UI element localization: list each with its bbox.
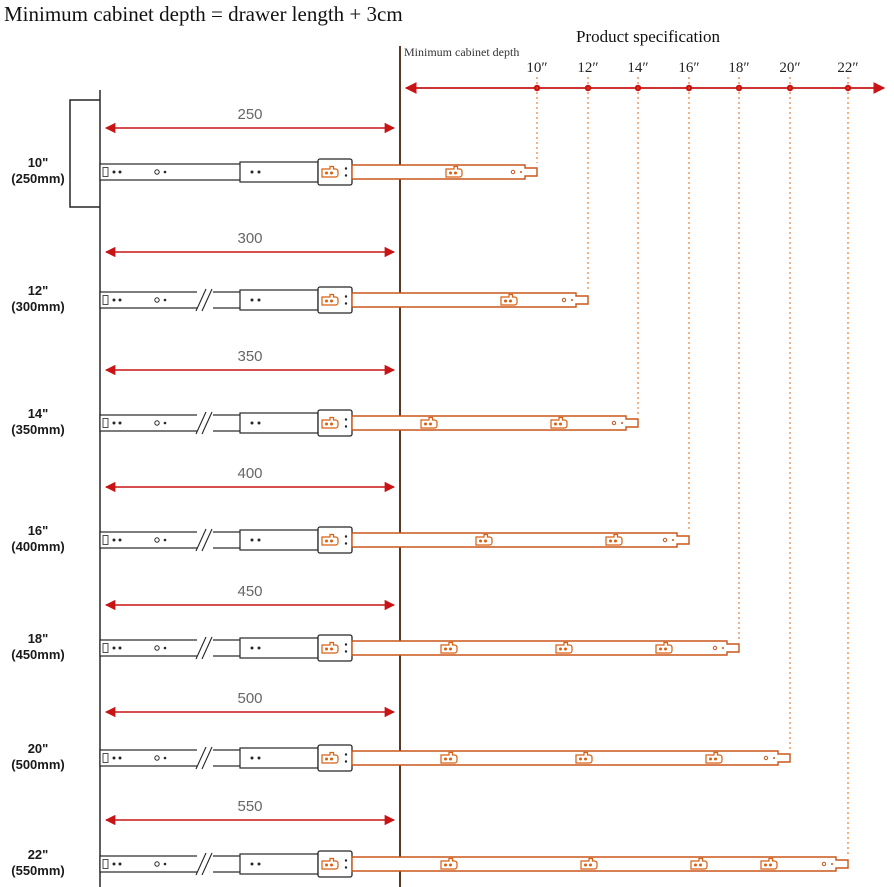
- row-22-inch: 550 22" (550mm): [11, 798, 849, 878]
- break-mark: [195, 287, 214, 313]
- break-mark: [195, 851, 214, 877]
- tick-label-18: 18″: [728, 60, 749, 76]
- size-mm-label: (500mm): [11, 757, 64, 772]
- size-label: 18": [28, 631, 49, 646]
- rail-hole: [831, 863, 833, 865]
- size-label: 22": [28, 847, 49, 862]
- size-mm-label: (350mm): [11, 422, 64, 437]
- page-title: Minimum cabinet depth = drawer length + …: [4, 2, 403, 26]
- tick-label-20: 20″: [779, 60, 800, 76]
- drawer-rail: [351, 532, 690, 548]
- rail-hole: [712, 645, 718, 651]
- size-mm-label: (250mm): [11, 171, 64, 186]
- drawer-rail: [351, 415, 639, 431]
- dimension-value: 400: [237, 465, 262, 482]
- rail-hole: [621, 422, 623, 424]
- dimension-value: 550: [237, 798, 262, 815]
- tick-label-12: 12″: [577, 60, 598, 76]
- dimension-value: 450: [237, 583, 262, 600]
- size-label: 12": [28, 283, 49, 298]
- spec-axis: 10″ 12″ 14″ 16″ 18″ 20″ 22″: [404, 60, 886, 855]
- tick-label-14: 14″: [627, 60, 648, 76]
- size-label: 10": [28, 155, 49, 170]
- dimension-value: 500: [237, 690, 262, 707]
- dimension-value: 300: [237, 230, 262, 247]
- rail-hole: [672, 539, 674, 541]
- dimension-value: 250: [237, 106, 262, 123]
- cabinet-rail: [100, 287, 352, 313]
- dimension-value: 350: [237, 348, 262, 365]
- cabinet-rail: [100, 851, 352, 877]
- rail-hole: [520, 171, 522, 173]
- row-10-inch: 250 10" (250mm): [11, 106, 538, 186]
- size-mm-label: (400mm): [11, 539, 64, 554]
- rail-hole: [510, 169, 516, 175]
- drawer-rail: [351, 640, 740, 656]
- break-mark: [195, 635, 214, 661]
- rail-hole: [763, 755, 769, 761]
- row-20-inch: 500 20" (500mm): [11, 690, 791, 772]
- rail-hole: [571, 299, 573, 301]
- drawer-rail: [351, 164, 538, 180]
- cabinet-rail: [100, 745, 352, 771]
- size-mm-label: (300mm): [11, 299, 64, 314]
- tick-label-16: 16″: [678, 60, 699, 76]
- rail-hole: [773, 757, 775, 759]
- break-mark: [195, 410, 214, 436]
- break-mark: [195, 745, 214, 771]
- row-18-inch: 450 18" (450mm): [11, 583, 740, 662]
- cabinet-rail: [100, 635, 352, 661]
- break-mark: [195, 527, 214, 553]
- rail-hole: [821, 861, 827, 867]
- product-spec-heading: Product specification: [576, 27, 720, 46]
- size-label: 16": [28, 523, 49, 538]
- size-label: 14": [28, 406, 49, 421]
- rail-hole: [662, 537, 668, 543]
- tick-label-10: 10″: [526, 60, 547, 76]
- size-mm-label: (450mm): [11, 647, 64, 662]
- tick-label-22: 22″: [837, 60, 858, 76]
- size-mm-label: (550mm): [11, 863, 64, 878]
- rail-hole: [561, 297, 567, 303]
- drawer-rail: [351, 856, 849, 872]
- drawer-rail: [351, 292, 589, 308]
- cabinet-rail: [100, 159, 352, 185]
- row-14-inch: 350 14" (350mm): [11, 348, 639, 437]
- drawer-rail: [351, 750, 791, 766]
- row-12-inch: 300 12" (300mm): [11, 230, 589, 314]
- size-label: 20": [28, 741, 49, 756]
- min-cabinet-depth-label: Minimum cabinet depth: [404, 45, 519, 59]
- row-16-inch: 400 16" (400mm): [11, 465, 690, 554]
- rail-hole: [722, 647, 724, 649]
- cabinet-rail: [100, 410, 352, 436]
- cabinet-rail: [100, 527, 352, 553]
- cabinet-bracket: [69, 99, 100, 208]
- rail-hole: [611, 420, 617, 426]
